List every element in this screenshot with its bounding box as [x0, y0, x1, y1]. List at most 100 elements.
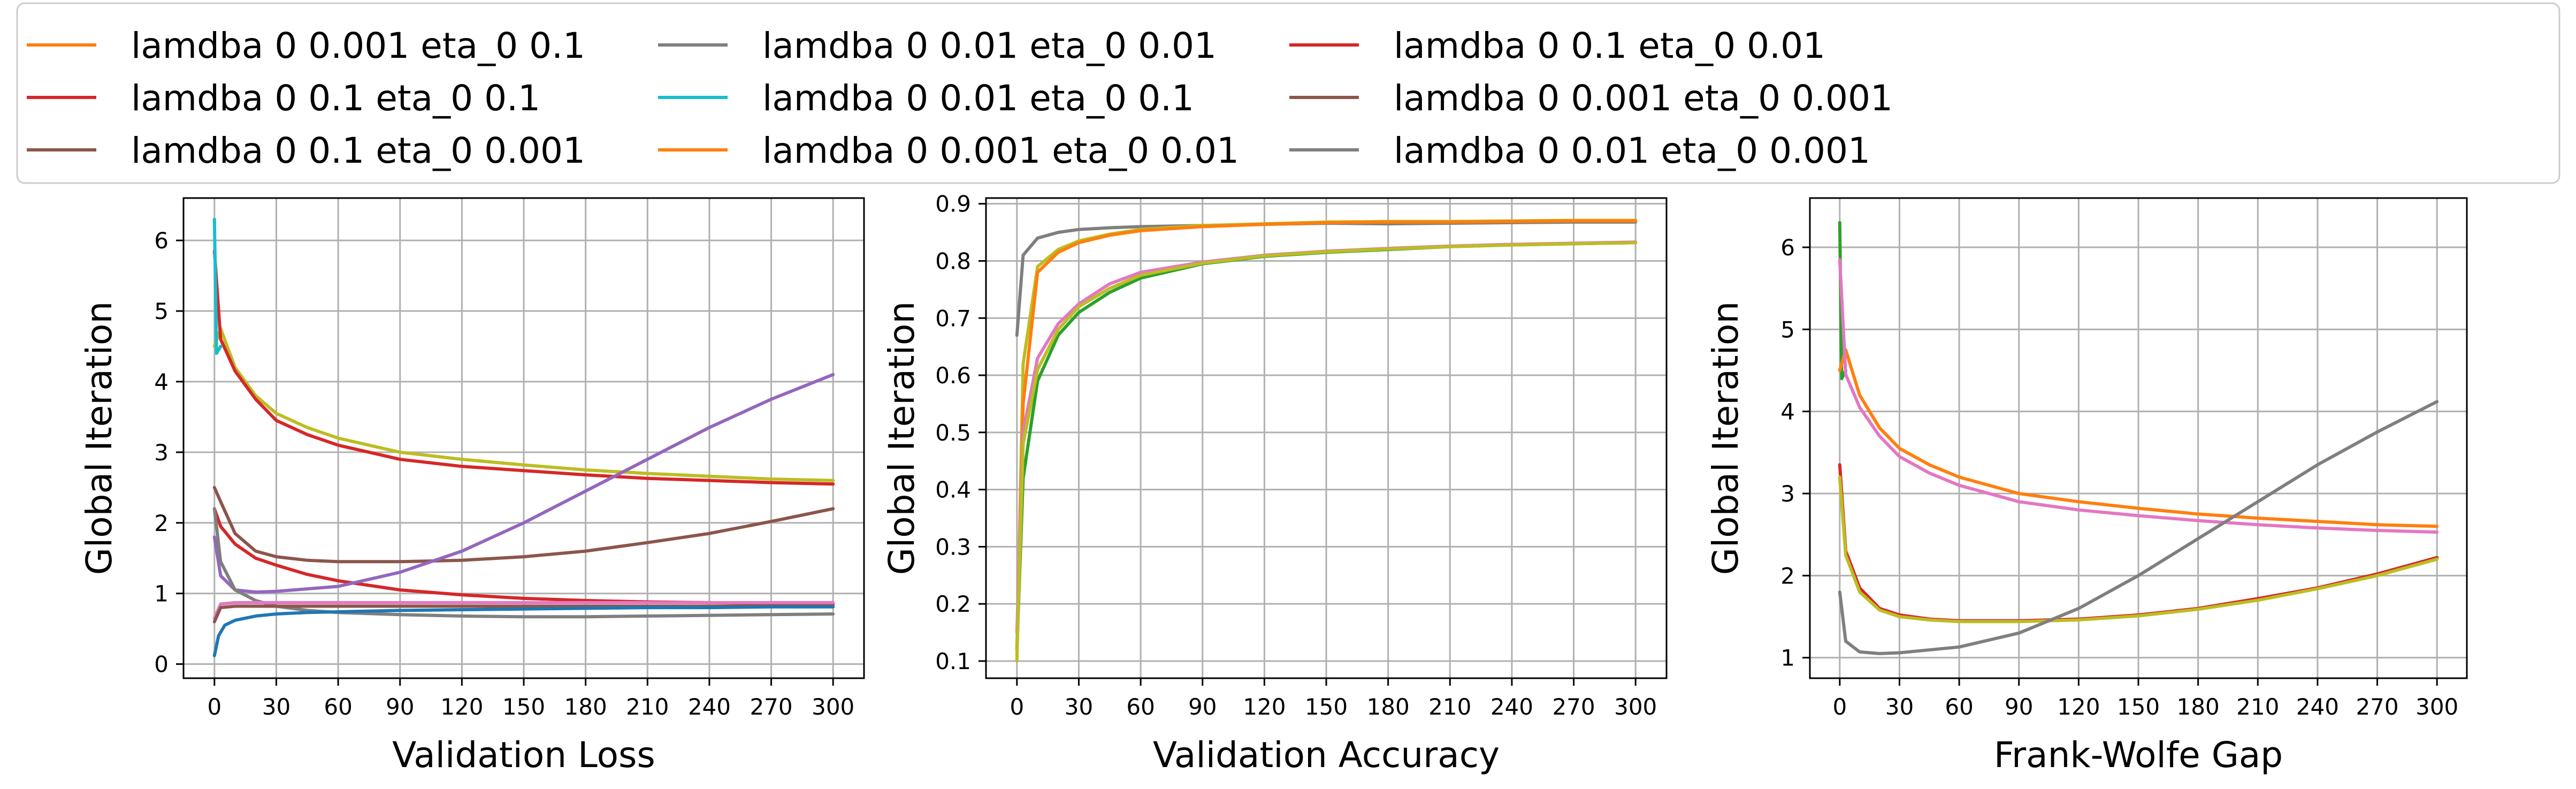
legend-label: lamdba 0 0.1 eta_0 0.01 — [1394, 25, 1825, 66]
x-tick-label: 120 — [440, 694, 483, 720]
grid — [184, 198, 864, 678]
y-tick-label: 5 — [154, 298, 169, 324]
x-tick-label: 180 — [1367, 694, 1410, 720]
x-tick-label: 300 — [812, 694, 854, 720]
legend-label: lamdba 0 0.001 eta_0 0.01 — [762, 130, 1239, 171]
series-line — [1015, 219, 1638, 651]
y-tick-label: 0.1 — [935, 648, 971, 674]
x-tick-label: 120 — [2057, 694, 2100, 720]
y-tick-label: 0.8 — [935, 248, 971, 274]
x-tick-label: 30 — [1065, 694, 1093, 720]
x-tick-label: 0 — [1010, 694, 1024, 720]
x-tick-label: 150 — [1305, 694, 1348, 720]
legend-label: lamdba 0 0.001 eta_0 0.1 — [131, 25, 585, 66]
y-tick-label: 2 — [154, 510, 169, 536]
legend-entry: lamdba 0 0.01 eta_0 0.01 — [658, 25, 1217, 66]
series-line — [212, 217, 223, 355]
series-line — [212, 605, 835, 657]
x-tick-label: 60 — [1945, 694, 1973, 720]
x-tick-label: 150 — [2117, 694, 2160, 720]
y-axis-label: Global Iteration — [881, 301, 922, 575]
x-tick-label: 300 — [1614, 694, 1657, 720]
x-tick-label: 0 — [1832, 694, 1847, 720]
x-tick-label: 60 — [1126, 694, 1155, 720]
axes-frame — [182, 197, 865, 679]
legend-entry: lamdba 0 0.001 eta_0 0.01 — [658, 130, 1239, 171]
y-tick-label: 2 — [1780, 563, 1795, 589]
plot-area — [1015, 218, 1638, 663]
x-tick-label: 240 — [1490, 694, 1533, 720]
axes-frame — [985, 197, 1668, 679]
x-tick-label: 60 — [324, 694, 352, 720]
x-tick-label: 240 — [2296, 694, 2339, 720]
x-tick-label: 240 — [688, 694, 731, 720]
y-axis-label: Global Iteration — [79, 301, 120, 575]
x-tick-label: 0 — [207, 694, 221, 720]
y-tick-label: 6 — [154, 227, 169, 254]
y-tick-label: 0.9 — [935, 191, 971, 217]
y-tick-label: 0.3 — [935, 534, 971, 560]
legend-label: lamdba 0 0.01 eta_0 0.1 — [762, 78, 1194, 119]
y-tick-label: 6 — [1780, 234, 1795, 261]
legend-entry: lamdba 0 0.001 eta_0 0.001 — [1289, 78, 1893, 119]
legend-label: lamdba 0 0.1 eta_0 0.001 — [131, 130, 585, 171]
series-line — [212, 327, 835, 482]
x-tick-label: 210 — [1428, 694, 1471, 720]
x-tick-label: 210 — [626, 694, 669, 720]
x-tick-label: 180 — [2177, 694, 2220, 720]
y-tick-label: 4 — [154, 369, 169, 395]
y-tick-label: 0.2 — [935, 591, 971, 617]
y-tick-label: 4 — [1780, 399, 1795, 425]
x-tick-label: 120 — [1243, 694, 1286, 720]
x-tick-label: 210 — [2236, 694, 2279, 720]
legend-label: lamdba 0 0.001 eta_0 0.001 — [1394, 78, 1893, 119]
y-tick-label: 3 — [1780, 481, 1795, 507]
x-tick-label: 90 — [1188, 694, 1217, 720]
y-tick-label: 5 — [1780, 316, 1795, 343]
y-tick-label: 0.5 — [935, 420, 971, 446]
chart-panel-validation-accuracy: 0 30 60 90 120 150 180 210 240 270 300 0.1 0.2 0.3 0.4… — [881, 191, 1668, 776]
series-line — [1838, 258, 2439, 534]
y-tick-label: 0.4 — [935, 477, 971, 503]
x-tick-label: 30 — [1885, 694, 1914, 720]
x-tick-label: 300 — [2416, 694, 2458, 720]
x-tick-label: 180 — [564, 694, 607, 720]
legend-label: lamdba 0 0.01 eta_0 0.01 — [762, 25, 1217, 66]
series-line — [1838, 400, 2439, 655]
legend-entry: lamdba 0 0.01 eta_0 0.001 — [1289, 130, 1870, 171]
legend-label: lamdba 0 0.1 eta_0 0.1 — [131, 78, 540, 119]
plot-area — [212, 217, 835, 657]
legend-frame — [16, 2, 2560, 184]
series-line — [1838, 475, 2439, 624]
x-axis-label: Validation Loss — [392, 734, 655, 776]
series-line — [1015, 241, 1638, 657]
x-axis-label: Validation Accuracy — [1153, 734, 1500, 776]
x-tick-label: 270 — [2356, 694, 2398, 720]
x-tick-label: 30 — [262, 694, 291, 720]
y-tick-label: 0.6 — [935, 362, 971, 389]
legend-entry: lamdba 0 0.1 eta_0 0.1 — [27, 78, 540, 119]
series-line — [212, 601, 835, 620]
series-line — [212, 249, 835, 486]
chart-panel-frank-wolfe-gap: 0 30 60 90 120 150 180 210 240 270 300 1 2 3 4 5 6 Frank-… — [1705, 197, 2468, 776]
legend: lamdba 0 0.001 eta_0 0.1 lamdba 0 0.1 eta… — [16, 2, 2560, 184]
series-line — [212, 485, 835, 564]
x-tick-label: 90 — [2005, 694, 2033, 720]
legend-entry: lamdba 0 0.1 eta_0 0.01 — [1289, 25, 1825, 66]
y-tick-label: 3 — [154, 439, 169, 466]
x-tick-label: 90 — [386, 694, 414, 720]
legend-entry: lamdba 0 0.1 eta_0 0.001 — [27, 130, 585, 171]
legend-entry: lamdba 0 0.01 eta_0 0.1 — [658, 78, 1194, 119]
y-axis-label: Global Iteration — [1705, 301, 1746, 575]
series-line — [212, 507, 835, 619]
axes-frame — [1809, 197, 2468, 679]
x-tick-label: 270 — [1552, 694, 1595, 720]
series-line — [1838, 348, 2439, 528]
legend-entry: lamdba 0 0.001 eta_0 0.1 — [27, 25, 585, 66]
y-tick-label: 0 — [154, 651, 169, 678]
grid — [1810, 198, 2467, 678]
x-axis-label: Frank-Wolfe Gap — [1994, 734, 2283, 776]
y-tick-label: 1 — [154, 581, 169, 607]
plot-area — [1838, 221, 2439, 655]
